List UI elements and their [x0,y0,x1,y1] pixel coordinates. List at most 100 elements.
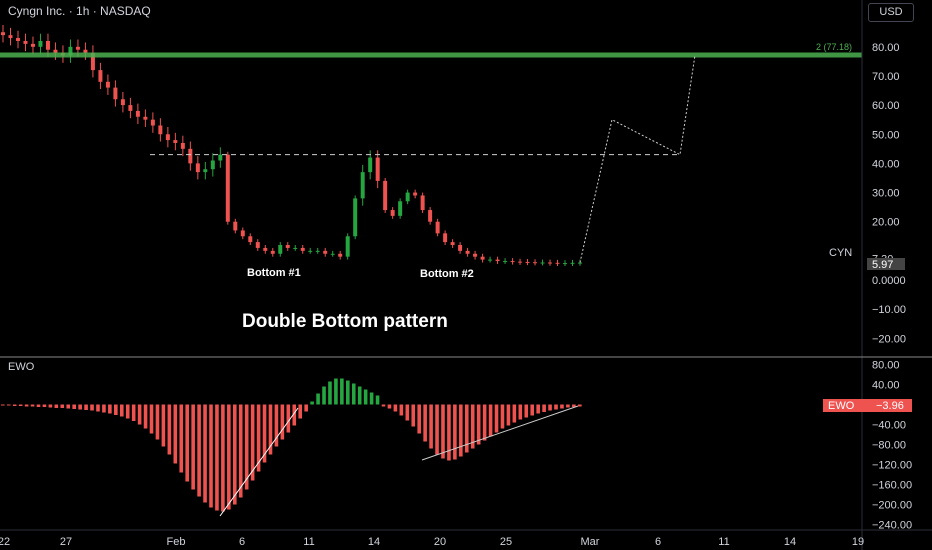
ewo-bar [36,404,41,407]
ewo-tick-label: −240.00 [872,520,912,532]
ewo-bar [476,404,481,445]
candle-body [390,210,395,216]
candle-body [45,40,50,50]
ewo-bar [30,404,35,407]
ewo-bar [125,404,130,419]
ewo-bar [518,404,523,420]
candle-body [570,262,575,264]
candle-body [495,259,500,262]
chart-title: Cyngn Inc. · 1h · NASDAQ [8,4,151,18]
candle-body [488,259,493,261]
candle-body [375,157,380,181]
candle-body [278,245,283,254]
ewo-bar [351,383,356,405]
ewo-badge-value: −3.96 [876,400,904,412]
ewo-bar [435,404,439,455]
ewo-bar [114,404,118,415]
ewo-bar [322,386,326,405]
currency-button[interactable]: USD [868,3,914,22]
ewo-bar [423,404,427,442]
ewo-bar [548,404,552,411]
ewo-bar [536,404,540,414]
ewo-bar [417,404,421,434]
ewo-bar [459,404,463,457]
candle-body [150,119,155,126]
time-axis[interactable]: 22 27 Feb 6 11 14 20 25 Mar 6 11 14 19 [0,536,864,548]
candle-body [413,192,418,196]
price-tick-label: 60.00 [872,100,900,112]
ewo-bar [346,380,350,405]
ewo-bar [405,404,410,421]
ewo-bar [381,404,386,407]
ewo-bar [18,404,23,406]
ewo-axis[interactable]: 80.00 40.00 −40.00 −80.00 −120.00 −160.00 −200… [872,360,912,532]
ewo-bar [173,404,178,464]
price-axis[interactable]: 80.0070.0060.0050.0040.0030.0020.007.300… [872,42,906,346]
bottom1-label: Bottom #1 [247,267,301,279]
ewo-tick-label: −160.00 [872,480,912,492]
ewo-bar [482,404,487,441]
candle-body [173,140,178,143]
ewo-bar [203,404,207,503]
time-tick-label: 6 [239,536,245,548]
candle-body [323,250,328,254]
price-candles [1,24,582,267]
ewo-bar [102,404,106,413]
candle-body [240,230,245,237]
ewo-bar [232,404,237,505]
candle-body [135,110,140,117]
ewo-bar [78,404,82,410]
candle-body [353,198,358,237]
ewo-bar [441,404,445,459]
ewo-bar [90,404,94,411]
candle-body [518,261,523,263]
candle-body [15,38,20,41]
ewo-bar [542,404,546,412]
ewo-histogram [1,378,582,512]
time-tick-label: Feb [167,536,186,548]
candle-body [263,247,268,251]
candle-body [338,253,343,257]
ewo-bar [227,404,231,510]
candle-body [1,32,5,36]
candle-body [345,236,350,257]
candle-body [293,247,298,249]
ewo-bar [60,404,65,408]
candle-body [225,154,230,222]
symbol-label: CYN [829,247,852,259]
ewo-bar [524,404,529,418]
ewo-bar [340,378,344,405]
time-tick-label: 22 [0,536,10,548]
candle-body [218,154,223,161]
ewo-bar [393,404,398,412]
candle-body [450,242,455,246]
ewo-bar [250,404,255,481]
candle-body [233,221,238,231]
candle-body [165,134,170,141]
candle-body [420,195,425,211]
ewo-bar [6,404,11,406]
candle-body [503,261,508,263]
ewo-tick-label: −40.00 [872,420,906,432]
ewo-bar [530,404,535,416]
target-level-label: 2 (77.18) [816,42,852,52]
ewo-bar [137,404,142,425]
candle-body [83,49,88,53]
ewo-bar [155,404,160,440]
time-tick-label: 6 [655,536,661,548]
ewo-bar [197,404,201,497]
price-tick-label: 50.00 [872,129,900,141]
candle-body [98,70,103,82]
projection-path[interactable] [579,54,696,263]
candle-body [315,250,320,252]
ewo-bar [286,404,291,433]
ewo-bar [66,404,71,409]
ewo-bar [221,404,225,512]
candle-body [53,49,58,53]
ewo-bar [578,404,582,407]
candle-body [23,40,28,44]
ewo-bar [453,404,457,460]
ewo-bar [42,404,47,407]
candle-body [285,245,290,248]
